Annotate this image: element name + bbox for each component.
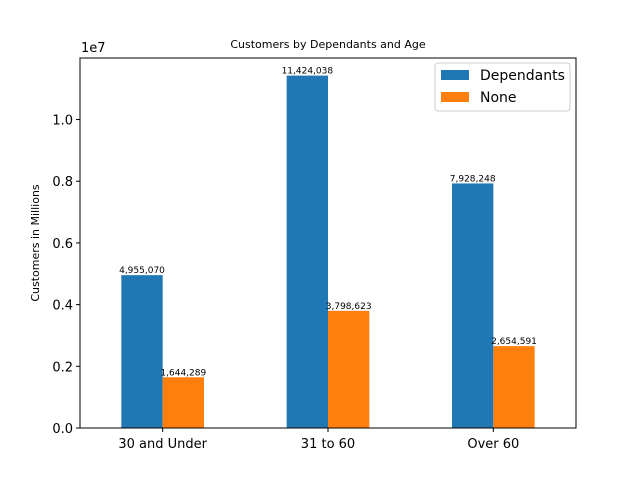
y-axis-offset-label: 1e7 (81, 41, 106, 56)
chart-title: Customers by Dependants and Age (230, 38, 426, 51)
bar-dependants-31-to-60 (286, 75, 328, 428)
plot-frame (79, 57, 577, 429)
legend-label-dependants: Dependants (480, 68, 565, 84)
bar-value-label-dependants-over-60: 7,928,248 (450, 174, 496, 184)
y-tick-label-1: 0.2 (52, 360, 73, 375)
legend-swatch-dependants (441, 70, 469, 80)
bars-group (121, 75, 535, 428)
y-axis-label: Customers in Millions (29, 184, 42, 302)
bar-value-label-none-31-to-60: 3,798,623 (326, 302, 372, 312)
x-tick-label-30-and-under: 30 and Under (118, 437, 207, 452)
y-tick-label-5: 1.0 (52, 114, 73, 129)
bar-value-label-none-over-60: 2,654,591 (491, 337, 537, 347)
bar-dependants-over-60 (452, 183, 494, 428)
bar-value-label-dependants-30-and-under: 4,955,070 (119, 266, 165, 276)
legend-label-none: None (480, 90, 517, 106)
bar-none-over-60 (493, 346, 535, 428)
bar-value-label-dependants-31-to-60: 11,424,038 (282, 67, 334, 77)
bar-none-31-to-60 (328, 310, 370, 428)
x-axis-ticks: 30 and Under 31 to 60 Over 60 (118, 428, 519, 452)
bar-none-30-and-under (162, 377, 204, 428)
bar-labels-group: 4,955,070 1,644,289 11,424,038 3,798,623 7,9… (119, 67, 537, 379)
y-tick-label-3: 0.6 (52, 237, 73, 252)
y-axis-ticks: 0.0 0.2 0.4 0.6 0.8 1.0 (52, 114, 80, 437)
legend: Dependants None (434, 62, 571, 112)
y-tick-label-0: 0.0 (52, 422, 73, 437)
bar-value-label-none-30-and-under: 1,644,289 (160, 368, 206, 378)
y-tick-label-2: 0.4 (52, 299, 73, 314)
bar-dependants-30-and-under (121, 275, 163, 428)
x-tick-label-31-to-60: 31 to 60 (301, 437, 355, 452)
legend-swatch-none (441, 92, 469, 102)
x-tick-label-over-60: Over 60 (467, 437, 519, 452)
y-tick-label-4: 0.8 (52, 175, 73, 190)
